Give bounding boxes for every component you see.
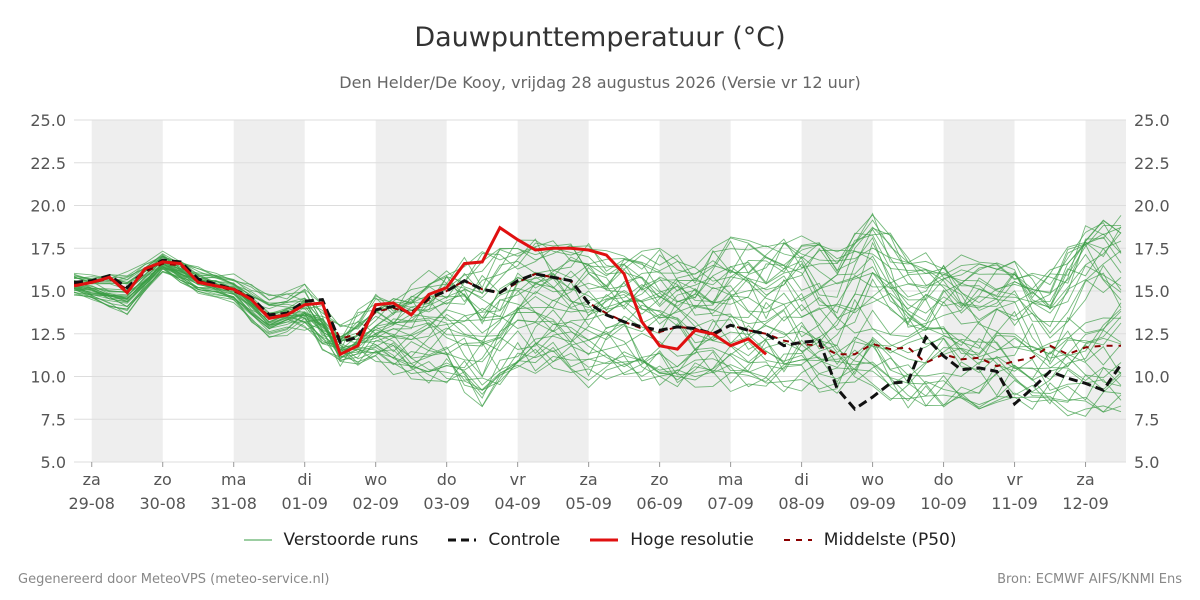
ensemble-run-line — [74, 241, 1122, 386]
x-tick-date: 08-09 — [778, 494, 825, 513]
legend-swatch-median — [783, 539, 812, 541]
x-tick-day: za — [1076, 470, 1094, 489]
x-tick-date: 10-09 — [920, 494, 967, 513]
x-tick-date: 09-09 — [849, 494, 896, 513]
y-tick-label-right: 25.0 — [1134, 111, 1170, 130]
legend-item-control[interactable]: Controle — [448, 530, 560, 550]
x-tick-day: do — [437, 470, 457, 489]
legend-item-hires[interactable]: Hoge resolutie — [590, 530, 754, 550]
y-tick-label-left: 22.5 — [30, 154, 66, 173]
ensemble-run-line — [74, 228, 1122, 356]
y-tick-label-right: 15.0 — [1134, 282, 1170, 301]
y-tick-label-right: 20.0 — [1134, 197, 1170, 216]
y-tick-label-left: 12.5 — [30, 325, 66, 344]
ensemble-run-line — [74, 225, 1121, 333]
ensemble-run-line — [74, 214, 1122, 353]
x-tick-date: 07-09 — [707, 494, 754, 513]
x-tick-day: za — [83, 470, 101, 489]
legend-label-ensemble: Verstoorde runs — [283, 530, 419, 550]
ensemble-run-line — [74, 262, 1122, 386]
x-tick-date: 02-09 — [352, 494, 399, 513]
x-tick-day: zo — [651, 470, 669, 489]
y-tick-label-left: 25.0 — [30, 111, 66, 130]
hires-line — [74, 225, 768, 357]
x-tick-date: 12-09 — [1062, 494, 1109, 513]
ensemble-run-line — [74, 225, 1122, 363]
x-tick-day: zo — [154, 470, 172, 489]
x-tick-date: 11-09 — [991, 494, 1038, 513]
ensemble-run-line — [74, 236, 1122, 340]
legend-item-ensemble[interactable]: Verstoorde runs — [243, 530, 419, 550]
legend-swatch-control — [448, 538, 477, 542]
legend-item-median[interactable]: Middelste (P50) — [783, 530, 957, 550]
x-tick-day: za — [580, 470, 598, 489]
y-tick-label-right: 12.5 — [1134, 325, 1170, 344]
ensemble-run-line — [74, 268, 1122, 406]
legend-label-control: Controle — [488, 530, 561, 550]
legend: Verstoorde runs Controle Hoge resolutie … — [0, 530, 1200, 550]
legend-label-hires: Hoge resolutie — [630, 530, 754, 550]
x-tick-day: wo — [861, 470, 884, 489]
ensemble-run-line — [74, 244, 1122, 342]
y-tick-label-right: 17.5 — [1134, 239, 1170, 258]
ensemble-run-line — [74, 268, 1122, 413]
x-tick-date: 01-09 — [281, 494, 328, 513]
y-tick-label-left: 15.0 — [30, 282, 66, 301]
x-tick-date: 05-09 — [565, 494, 612, 513]
legend-swatch-ensemble — [243, 539, 272, 541]
y-tick-label-left: 10.0 — [30, 368, 66, 387]
x-tick-day: ma — [718, 470, 743, 489]
ensemble-run-line — [74, 255, 1122, 377]
y-tick-label-right: 10.0 — [1134, 368, 1170, 387]
y-tick-label-left: 17.5 — [30, 239, 66, 258]
x-tick-day: wo — [364, 470, 387, 489]
x-tick-date: 06-09 — [636, 494, 683, 513]
y-tick-label-right: 7.5 — [1134, 410, 1159, 429]
ensemble-run-line — [74, 255, 1122, 397]
x-tick-day: vr — [1007, 470, 1023, 489]
x-tick-date: 31-08 — [210, 494, 257, 513]
x-tick-day: vr — [510, 470, 526, 489]
x-tick-date: 03-09 — [423, 494, 470, 513]
legend-label-median: Middelste (P50) — [823, 530, 957, 550]
x-tick-date: 29-08 — [68, 494, 115, 513]
ensemble-run-line — [74, 263, 1122, 417]
y-tick-label-right: 22.5 — [1134, 154, 1170, 173]
y-tick-label-left: 7.5 — [41, 410, 66, 429]
y-tick-label-left: 5.0 — [41, 453, 66, 472]
legend-swatch-hires — [590, 538, 619, 542]
ensemble-run-line — [74, 265, 1122, 406]
x-tick-date: 30-08 — [139, 494, 186, 513]
chart-subtitle: Den Helder/De Kooy, vrijdag 28 augustus … — [339, 73, 861, 92]
x-tick-day: di — [297, 470, 312, 489]
x-tick-day: do — [934, 470, 954, 489]
y-tick-label-left: 20.0 — [30, 197, 66, 216]
x-tick-day: di — [794, 470, 809, 489]
y-tick-label-right: 5.0 — [1134, 453, 1159, 472]
chart-title: Dauwpunttemperatuur (°C) — [414, 22, 786, 53]
series-group — [74, 212, 1123, 417]
ensemble-run-line — [74, 215, 1122, 380]
ensemble-run-line — [74, 236, 1122, 387]
footer-source: Bron: ECMWF AIFS/KNMI Ens — [997, 572, 1182, 587]
footer-credit: Gegenereerd door MeteoVPS (meteo-service… — [18, 572, 330, 587]
x-tick-date: 04-09 — [494, 494, 541, 513]
x-tick-day: ma — [221, 470, 246, 489]
